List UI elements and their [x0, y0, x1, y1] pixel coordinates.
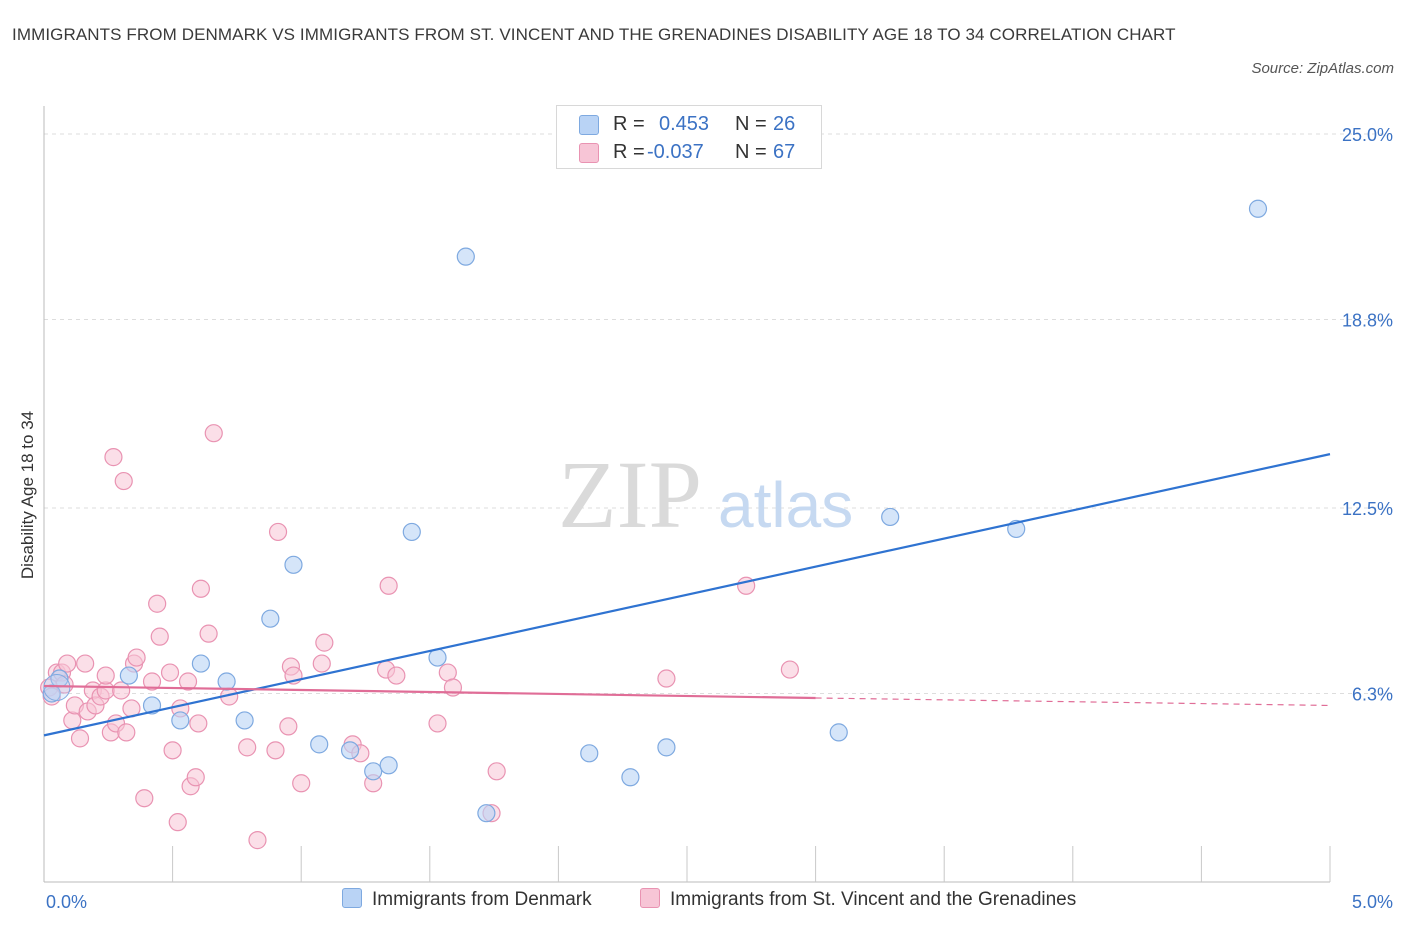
tick-labels: 6.3% 12.5% 18.8% 25.0% 0.0% 5.0%	[46, 125, 1393, 912]
y-axis-label: Disability Age 18 to 34	[18, 411, 37, 579]
legend-swatch-denmark	[579, 115, 599, 135]
denmark-point	[261, 609, 280, 628]
st-vincent-point	[70, 729, 90, 748]
st-vincent-point	[387, 666, 406, 685]
denmark-point	[119, 666, 138, 685]
st-vincent-point	[657, 669, 676, 688]
denmark-point	[402, 522, 421, 542]
grid-lines	[44, 133, 1394, 694]
st-vincent-point	[104, 448, 123, 467]
y-tick-label: 18.8%	[1342, 310, 1393, 330]
denmark-point	[621, 768, 640, 787]
denmark-point-cluster	[43, 674, 71, 702]
st-vincent-point	[238, 738, 257, 757]
chart-title: IMMIGRANTS FROM DENMARK VS IMMIGRANTS FR…	[12, 25, 1176, 44]
bottom-legend-label-st-vincent: Immigrants from St. Vincent and the Gren…	[670, 889, 1077, 910]
st-vincent-point	[428, 714, 447, 733]
x-tick-label-min: 0.0%	[46, 892, 87, 912]
st-vincent-point	[148, 594, 167, 613]
bottom-legend-denmark: Immigrants from Denmark	[342, 888, 592, 914]
st-vincent-point	[191, 579, 210, 598]
watermark-zip: ZIP	[558, 441, 702, 548]
st-vincent-point	[160, 663, 180, 682]
series-denmark-points	[42, 199, 1268, 823]
bottom-legend-st-vincent: Immigrants from St. Vincent and the Gren…	[640, 888, 1076, 914]
watermark: ZIP atlas	[558, 441, 853, 548]
legend-swatch-st-vincent	[579, 143, 599, 163]
st-vincent-point	[189, 714, 208, 733]
st-vincent-point	[127, 648, 146, 667]
denmark-point	[580, 744, 599, 763]
x-tick-label-max: 5.0%	[1352, 892, 1393, 912]
bottom-legend-swatch-denmark	[342, 888, 362, 908]
legend-box: R = 0.453 N = 26 R = -0.037 N = 67	[556, 105, 822, 169]
st-vincent-point	[186, 768, 205, 787]
st-vincent-point	[163, 741, 182, 760]
st-vincent-point	[150, 627, 169, 646]
st-vincent-point	[279, 717, 298, 736]
denmark-point	[829, 723, 848, 742]
series-st-vincent-points	[40, 424, 799, 850]
denmark-point	[217, 672, 236, 691]
legend-n-value: 67	[773, 141, 796, 163]
denmark-point	[42, 684, 61, 703]
legend-r-value: -0.037	[647, 141, 704, 163]
y-tick-label: 25.0%	[1342, 125, 1393, 145]
legend-r-value: 0.453	[659, 113, 710, 135]
y-tick-label: 12.5%	[1342, 499, 1393, 519]
denmark-point	[364, 762, 383, 781]
legend-n-label: N =	[735, 113, 767, 135]
st-vincent-point	[315, 633, 334, 652]
st-vincent-point	[142, 672, 162, 691]
st-vincent-point	[199, 624, 218, 643]
denmark-point	[235, 711, 254, 730]
st-vincent-point	[135, 789, 154, 808]
trend-lines	[43, 453, 1331, 737]
y-tick-label: 6.3%	[1352, 684, 1393, 704]
denmark-point	[657, 738, 676, 757]
denmark-point	[171, 711, 190, 730]
legend-n-label: N =	[735, 141, 767, 163]
st-vincent-point	[168, 813, 187, 832]
denmark-point	[340, 741, 360, 760]
st-vincent-point	[112, 681, 131, 700]
legend-n-value: 26	[773, 113, 796, 135]
denmark-point	[191, 654, 210, 673]
denmark-point	[881, 507, 900, 527]
st-vincent-point	[178, 672, 198, 691]
st-vincent-trend-line	[43, 684, 816, 700]
st-vincent-point	[487, 762, 506, 781]
st-vincent-point	[76, 654, 95, 673]
denmark-point	[284, 555, 303, 574]
st-vincent-point	[780, 660, 799, 679]
axes	[43, 106, 1331, 883]
bottom-legend-swatch-st-vincent	[640, 888, 660, 908]
bottom-legend-label-denmark: Immigrants from Denmark	[372, 889, 592, 910]
st-vincent-point	[63, 711, 82, 730]
st-vincent-point	[96, 666, 115, 685]
denmark-point	[1248, 199, 1268, 218]
st-vincent-point	[312, 654, 331, 673]
denmark-point	[310, 735, 329, 754]
st-vincent-point	[114, 471, 133, 491]
st-vincent-point	[58, 654, 77, 673]
watermark-atlas: atlas	[718, 469, 853, 541]
denmark-point	[477, 804, 496, 823]
st-vincent-point	[268, 522, 288, 542]
st-vincent-point	[204, 424, 223, 443]
st-vincent-point	[248, 831, 267, 850]
st-vincent-point	[379, 576, 398, 595]
denmark-point	[456, 247, 475, 266]
st-vincent-point	[292, 774, 311, 793]
denmark-point	[379, 756, 398, 775]
source-label: Source: ZipAtlas.com	[1251, 60, 1394, 77]
st-vincent-point	[266, 741, 285, 760]
st-vincent-trend-extension	[815, 697, 1331, 707]
st-vincent-point	[117, 723, 136, 742]
legend-r-label: R =	[613, 113, 645, 135]
legend-r-label: R =	[613, 141, 645, 163]
